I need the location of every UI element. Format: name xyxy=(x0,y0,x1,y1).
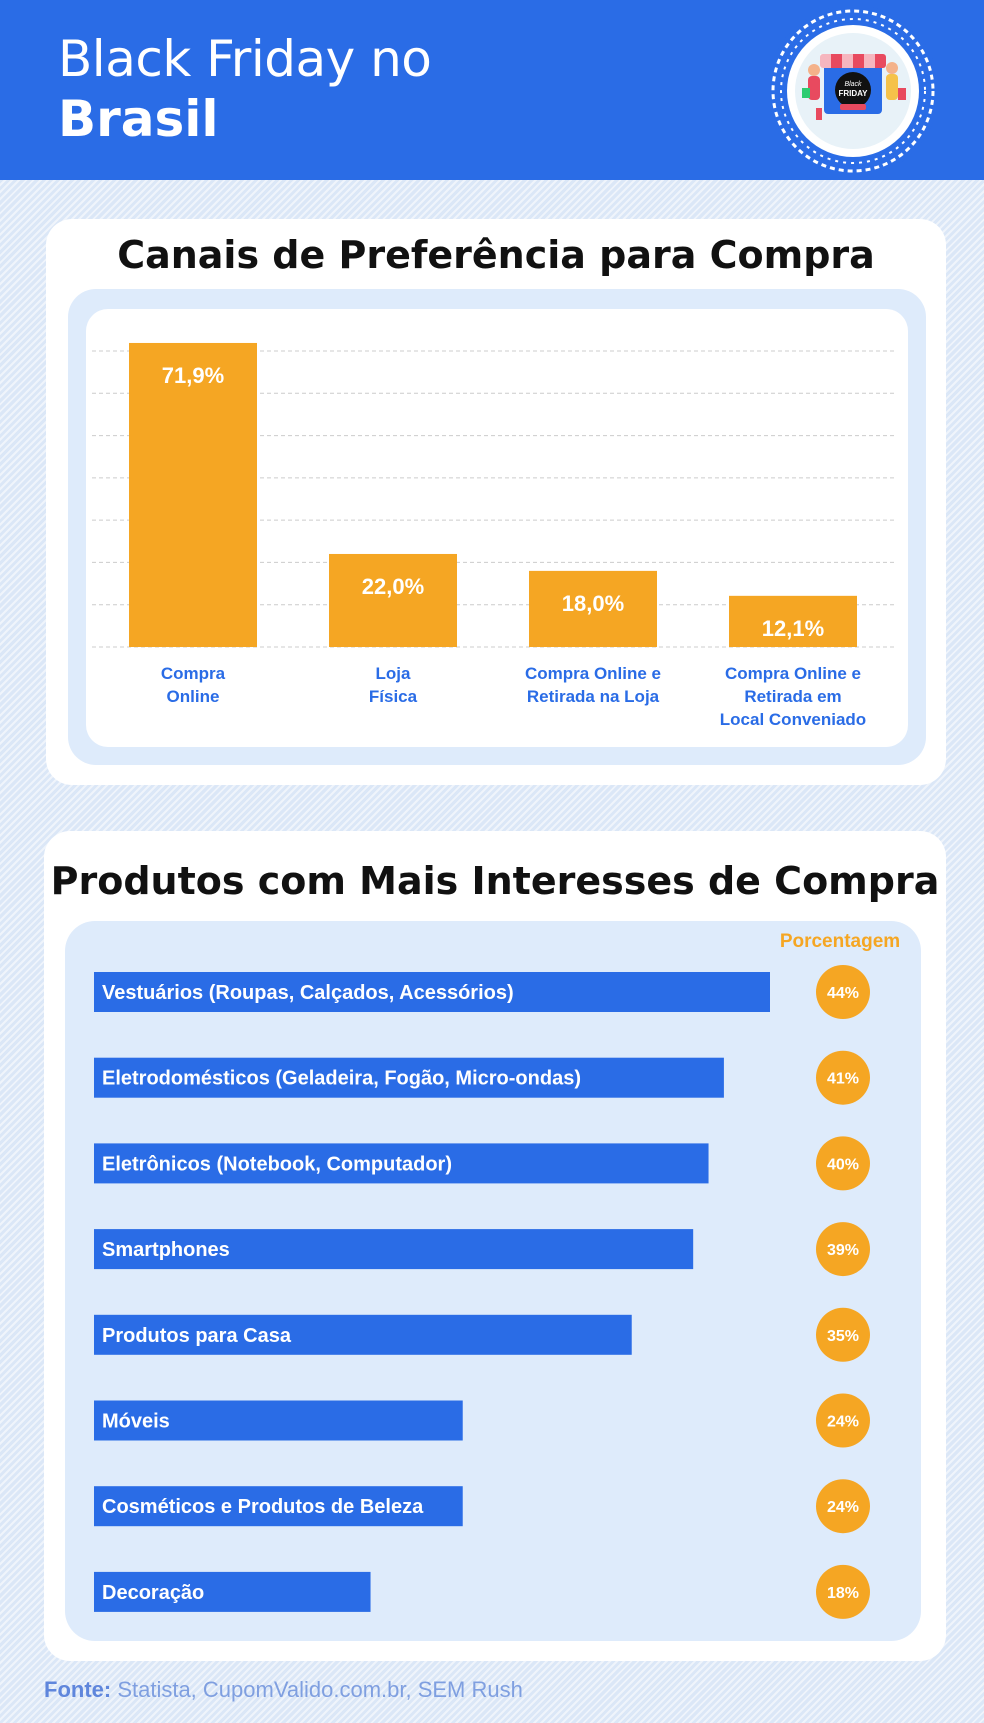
badge-text-black: Black xyxy=(844,81,862,88)
channels-chart-area: 71,9% Compra Online 22,0% Loja Física 18,0% Com… xyxy=(86,309,908,747)
products-bar-chart: Porcentagem Vestuários (Roupas, Calçados,… xyxy=(94,931,900,1619)
percent-badge-label: 40% xyxy=(827,1156,859,1173)
products-card: Produtos com Mais Interesses de Compra P… xyxy=(44,831,946,1661)
category-label: Compra Online e xyxy=(725,664,861,683)
black-friday-badge-icon: Black FRIDAY xyxy=(767,5,939,177)
value-column-header: Porcentagem xyxy=(780,931,900,952)
percent-badge xyxy=(816,1479,870,1534)
product-bar-label: Produtos para Casa xyxy=(102,1325,292,1347)
percent-badge xyxy=(816,1307,870,1362)
percent-badge xyxy=(816,1393,870,1448)
product-bar xyxy=(94,1057,724,1098)
product-bar-label: Eletrodomésticos (Geladeira, Fogão, Micr… xyxy=(102,1068,581,1090)
page-title-line-1: Black Friday no xyxy=(58,30,432,88)
bar-value-label: 12,1% xyxy=(762,616,824,641)
products-chart-panel: Porcentagem Vestuários (Roupas, Calçados,… xyxy=(65,921,921,1641)
category-label: Loja xyxy=(376,664,411,683)
products-chart-title: Produtos com Mais Interesses de Compra xyxy=(50,859,940,903)
source-label: Fonte: xyxy=(44,1677,112,1702)
badge-text-friday: FRIDAY xyxy=(838,89,868,98)
bar xyxy=(529,570,657,647)
product-bar-label: Vestuários (Roupas, Calçados, Acessórios… xyxy=(102,982,514,1004)
bar xyxy=(329,553,457,647)
bar xyxy=(729,595,857,647)
category-label: Compra Online e xyxy=(525,664,661,683)
category-label: Online xyxy=(167,687,220,706)
product-bar xyxy=(94,1400,463,1441)
channels-chart-panel: 71,9% Compra Online 22,0% Loja Física 18,0% Com… xyxy=(68,289,926,765)
bar-value-label: 18,0% xyxy=(562,591,624,616)
channels-card: Canais de Preferência para Compra 71,9% C… xyxy=(46,219,946,785)
percent-badge-label: 44% xyxy=(827,985,859,1002)
bar xyxy=(129,342,257,647)
product-bar xyxy=(94,1314,632,1355)
product-bar xyxy=(94,1486,463,1527)
bar-value-label: 22,0% xyxy=(362,574,424,599)
percent-badge xyxy=(816,1564,870,1619)
percent-badge xyxy=(816,1050,870,1105)
percent-badge-label: 35% xyxy=(827,1328,859,1345)
category-label: Local Conveniado xyxy=(720,710,866,729)
percent-badge-label: 24% xyxy=(827,1414,859,1431)
product-bar-label: Móveis xyxy=(102,1411,170,1433)
page-title-line-2: Brasil xyxy=(58,90,219,148)
percent-badge-label: 18% xyxy=(827,1585,859,1602)
channels-bar-chart: 71,9% Compra Online 22,0% Loja Física 18,0% Com… xyxy=(92,342,894,729)
percent-badge xyxy=(816,1136,870,1191)
channels-chart-title: Canais de Preferência para Compra xyxy=(117,233,875,277)
percent-badge-label: 24% xyxy=(827,1499,859,1516)
header-banner: Black Friday no Brasil Black FRIDAY xyxy=(0,0,984,180)
product-bar-label: Decoração xyxy=(102,1582,204,1604)
percent-badge xyxy=(816,1222,870,1277)
bar-value-label: 71,9% xyxy=(162,363,224,388)
product-bar-label: Eletrônicos (Notebook, Computador) xyxy=(102,1153,452,1175)
source-text: Statista, CupomValido.com.br, SEM Rush xyxy=(111,1677,523,1702)
product-bar xyxy=(94,972,770,1012)
percent-badge-label: 41% xyxy=(827,1071,859,1088)
category-label: Compra xyxy=(161,664,226,683)
percent-badge xyxy=(816,965,870,1019)
category-label: Retirada na Loja xyxy=(527,687,660,706)
product-bar xyxy=(94,1229,694,1270)
category-label: Física xyxy=(369,687,418,706)
percent-badge-label: 39% xyxy=(827,1242,859,1259)
source-footer: Fonte: Statista, CupomValido.com.br, SEM… xyxy=(44,1677,523,1703)
product-bar xyxy=(94,1143,709,1184)
product-bar-label: Smartphones xyxy=(102,1239,230,1261)
product-bar-label: Cosméticos e Produtos de Beleza xyxy=(102,1496,424,1518)
category-label: Retirada em xyxy=(744,687,841,706)
product-bar xyxy=(94,1571,371,1612)
